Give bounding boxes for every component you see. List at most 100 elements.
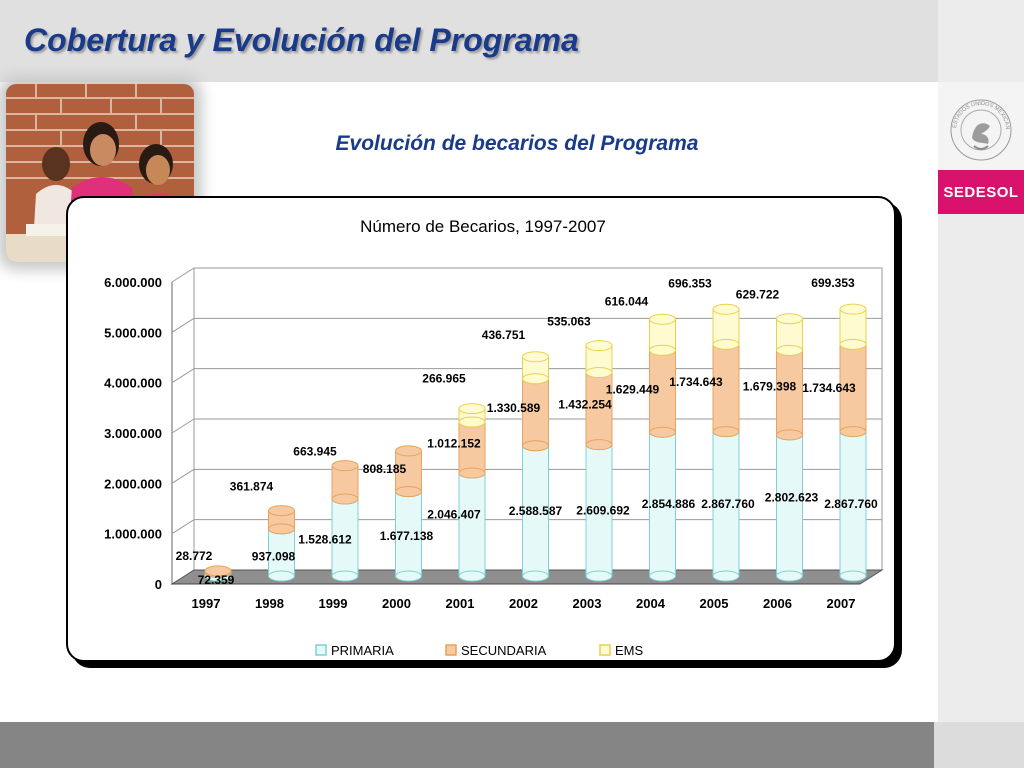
data-label: 1.679.398 xyxy=(743,380,797,394)
bar-segment-top xyxy=(649,313,676,325)
bar-segment-base xyxy=(458,467,486,479)
bar-segment xyxy=(839,343,867,433)
bar-segment-base xyxy=(712,570,740,582)
data-label: 2.867.760 xyxy=(824,497,878,511)
mexico-seal-icon: ESTADOS UNIDOS MEXICANOS xyxy=(948,86,1012,161)
data-label: 696.353 xyxy=(668,276,712,290)
data-label: 1.012.152 xyxy=(427,437,481,451)
data-label: 2.867.760 xyxy=(701,497,755,511)
gridline-depth xyxy=(171,267,195,283)
x-tick-label: 1999 xyxy=(319,596,348,611)
bar-segment-top xyxy=(712,303,740,315)
data-label: 2.046.407 xyxy=(427,507,481,521)
chart-subtitle: Evolución de becarios del Programa xyxy=(335,132,699,155)
legend-label: SECUNDARIA xyxy=(461,643,547,658)
gridline-depth xyxy=(171,468,195,484)
bar-segment-top xyxy=(268,505,295,517)
bar-segment xyxy=(839,308,867,345)
legend-swatch xyxy=(599,644,611,656)
bar-segment-base xyxy=(649,344,676,356)
bar-segment-base xyxy=(331,493,359,505)
bar-segment xyxy=(712,308,740,345)
x-tick-label: 2001 xyxy=(446,596,475,611)
x-tick-label: 1997 xyxy=(192,596,221,611)
x-tick-label: 2005 xyxy=(700,596,729,611)
y-tick-label: 5.000.000 xyxy=(104,325,162,340)
y-tick-label: 3.000.000 xyxy=(104,426,162,441)
chart-title: Número de Becarios, 1997-2007 xyxy=(360,217,606,236)
data-label: 616.044 xyxy=(605,294,649,308)
bar-segment-base xyxy=(839,338,867,350)
bar-segment-base xyxy=(776,429,803,441)
bar-segment-base xyxy=(649,570,676,582)
brand-name: SEDESOL xyxy=(943,183,1019,201)
bar-segment xyxy=(585,372,613,446)
data-label: 436.751 xyxy=(482,328,526,342)
legend-swatch xyxy=(315,644,327,656)
bar-segment-base xyxy=(585,367,613,379)
data-label: 535.063 xyxy=(547,315,591,329)
data-label: 1.734.643 xyxy=(802,381,856,395)
bar-segment xyxy=(839,431,867,577)
bar-segment-top xyxy=(458,403,486,415)
x-tick-label: 2000 xyxy=(382,596,411,611)
x-tick-label: 2003 xyxy=(573,596,602,611)
bar-segment-base xyxy=(839,426,867,438)
chart-panel: Número de Becarios, 1997-2007 0 1.000.000 2… xyxy=(66,196,896,662)
data-label: 1.734.643 xyxy=(669,375,723,389)
data-label: 2.609.692 xyxy=(576,503,630,517)
bar-segment xyxy=(585,444,613,577)
bar-segment-top xyxy=(522,351,549,363)
bar-segment-base xyxy=(522,373,549,385)
y-tick-label: 2.000.000 xyxy=(104,476,162,491)
data-label: 2.854.886 xyxy=(642,497,696,511)
y-tick-label: 6.000.000 xyxy=(104,275,162,290)
bar-segment-base xyxy=(776,570,803,582)
data-label: 1.432.254 xyxy=(558,398,612,412)
x-tick-label: 2004 xyxy=(636,596,666,611)
data-label: 1.330.589 xyxy=(487,401,541,415)
bar-segment-base xyxy=(776,344,803,356)
bar-segment-top xyxy=(585,340,613,352)
y-tick-label: 0 xyxy=(155,577,162,592)
bar-segment-top xyxy=(839,303,867,315)
data-label: 28.772 xyxy=(176,549,213,563)
x-tick-label: 2002 xyxy=(509,596,538,611)
bar-segment xyxy=(458,472,486,577)
bar-segment xyxy=(712,343,740,433)
data-label: 1.528.612 xyxy=(298,533,352,547)
bar-segment-base xyxy=(522,440,549,452)
bar-segment xyxy=(712,431,740,577)
becarios-chart: Número de Becarios, 1997-2007 0 1.000.000 2… xyxy=(104,217,884,658)
brand-box: SEDESOL xyxy=(938,170,1024,214)
bar-segment-base xyxy=(585,570,613,582)
bar-segment-top xyxy=(331,460,359,472)
bar-segment-base xyxy=(458,416,486,428)
gridline-depth xyxy=(171,368,195,384)
bar-segment xyxy=(776,349,803,436)
bar-segment-base xyxy=(331,570,359,582)
bar-segment-top xyxy=(204,565,232,577)
legend-swatch xyxy=(445,644,457,656)
bar-segment-base xyxy=(649,426,676,438)
data-label: 266.965 xyxy=(422,372,466,386)
footer-right xyxy=(934,722,1024,768)
bar-segment-base xyxy=(395,486,422,498)
bar-segment-base xyxy=(268,570,295,582)
legend-label: PRIMARIA xyxy=(331,643,394,658)
data-label: 1.629.449 xyxy=(606,382,660,396)
bar-segment-base xyxy=(585,439,613,451)
bar-segment-base xyxy=(839,570,867,582)
data-label: 361.874 xyxy=(230,480,274,494)
bar-segment-base xyxy=(395,570,422,582)
data-label: 937.098 xyxy=(252,549,296,563)
x-tick-label: 2007 xyxy=(827,596,856,611)
header-band xyxy=(0,0,938,82)
bar-segment-base xyxy=(458,570,486,582)
data-label: 72.359 xyxy=(198,573,235,587)
bar-segment xyxy=(649,349,676,433)
gridline-depth xyxy=(171,418,195,434)
bar-segment-base xyxy=(712,426,740,438)
data-label: 1.677.138 xyxy=(380,529,434,543)
x-tick-label: 1998 xyxy=(255,596,284,611)
